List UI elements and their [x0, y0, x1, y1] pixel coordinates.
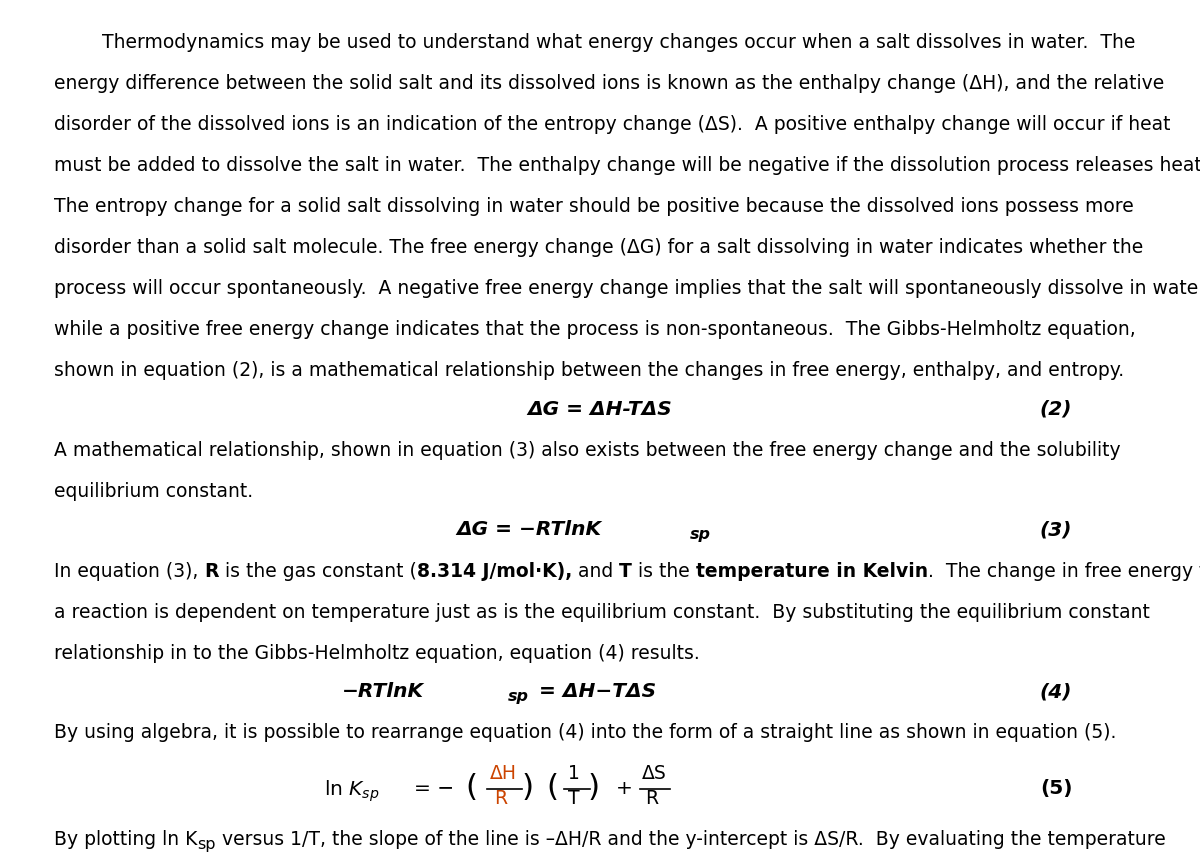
- Text: ΔS: ΔS: [642, 764, 667, 782]
- Text: T: T: [619, 562, 632, 580]
- Text: and: and: [572, 562, 619, 580]
- Text: temperature in Kelvin: temperature in Kelvin: [696, 562, 928, 580]
- Text: T: T: [568, 789, 580, 808]
- Text: (: (: [466, 773, 478, 802]
- Text: shown in equation (2), is a mathematical relationship between the changes in fre: shown in equation (2), is a mathematical…: [54, 361, 1124, 380]
- Text: In equation (3),: In equation (3),: [54, 562, 204, 580]
- Text: (5): (5): [1039, 779, 1073, 798]
- Text: Thermodynamics may be used to understand what energy changes occur when a salt d: Thermodynamics may be used to understand…: [102, 33, 1135, 51]
- Text: is the gas constant (: is the gas constant (: [218, 562, 416, 580]
- Text: = −: = −: [414, 779, 454, 798]
- Text: sp: sp: [197, 837, 216, 853]
- Text: is the: is the: [632, 562, 696, 580]
- Text: relationship in to the Gibbs-Helmholtz equation, equation (4) results.: relationship in to the Gibbs-Helmholtz e…: [54, 644, 700, 663]
- Text: equilibrium constant.: equilibrium constant.: [54, 482, 253, 501]
- Text: disorder than a solid salt molecule. The free energy change (ΔG) for a salt diss: disorder than a solid salt molecule. The…: [54, 238, 1144, 257]
- Text: By plotting ln K: By plotting ln K: [54, 830, 197, 849]
- Text: a reaction is dependent on temperature just as is the equilibrium constant.  By : a reaction is dependent on temperature j…: [54, 603, 1150, 621]
- Text: R: R: [646, 789, 659, 808]
- Text: −RTlnK: −RTlnK: [342, 682, 424, 701]
- Text: energy difference between the solid salt and its dissolved ions is known as the : energy difference between the solid salt…: [54, 74, 1164, 92]
- Text: (4): (4): [1039, 682, 1073, 701]
- Text: 8.314 J/mol·K),: 8.314 J/mol·K),: [416, 562, 572, 580]
- Text: The entropy change for a solid salt dissolving in water should be positive becau: The entropy change for a solid salt diss…: [54, 197, 1134, 216]
- Text: R: R: [204, 562, 218, 580]
- Text: = ΔH−TΔS: = ΔH−TΔS: [532, 682, 655, 701]
- Text: .  The change in free energy for: . The change in free energy for: [928, 562, 1200, 580]
- Text: ΔG = −RTlnK: ΔG = −RTlnK: [456, 520, 601, 539]
- Text: ): ): [588, 773, 600, 802]
- Text: ΔG = ΔH-TΔS: ΔG = ΔH-TΔS: [528, 400, 672, 419]
- Text: +: +: [616, 779, 632, 798]
- Text: ΔH: ΔH: [490, 764, 516, 782]
- Text: (3): (3): [1039, 520, 1073, 539]
- Text: R: R: [494, 789, 508, 808]
- Text: while a positive free energy change indicates that the process is non-spontaneou: while a positive free energy change indi…: [54, 320, 1135, 339]
- Text: (: (: [546, 773, 558, 802]
- Text: versus 1/T, the slope of the line is –ΔH/R and the y-intercept is ΔS/R.  By eval: versus 1/T, the slope of the line is –ΔH…: [216, 830, 1165, 849]
- Text: By using algebra, it is possible to rearrange equation (4) into the form of a st: By using algebra, it is possible to rear…: [54, 723, 1116, 742]
- Text: (2): (2): [1039, 400, 1073, 419]
- Text: disorder of the dissolved ions is an indication of the entropy change (ΔS).  A p: disorder of the dissolved ions is an ind…: [54, 115, 1170, 134]
- Text: sp: sp: [508, 689, 528, 704]
- Text: ln $K_{\mathit{sp}}$: ln $K_{\mathit{sp}}$: [324, 779, 379, 805]
- Text: must be added to dissolve the salt in water.  The enthalpy change will be negati: must be added to dissolve the salt in wa…: [54, 156, 1200, 175]
- Text: ): ): [522, 773, 534, 802]
- Text: process will occur spontaneously.  A negative free energy change implies that th: process will occur spontaneously. A nega…: [54, 279, 1200, 298]
- Text: A mathematical relationship, shown in equation (3) also exists between the free : A mathematical relationship, shown in eq…: [54, 441, 1121, 460]
- Text: 1: 1: [568, 764, 580, 782]
- Text: sp: sp: [690, 527, 710, 543]
